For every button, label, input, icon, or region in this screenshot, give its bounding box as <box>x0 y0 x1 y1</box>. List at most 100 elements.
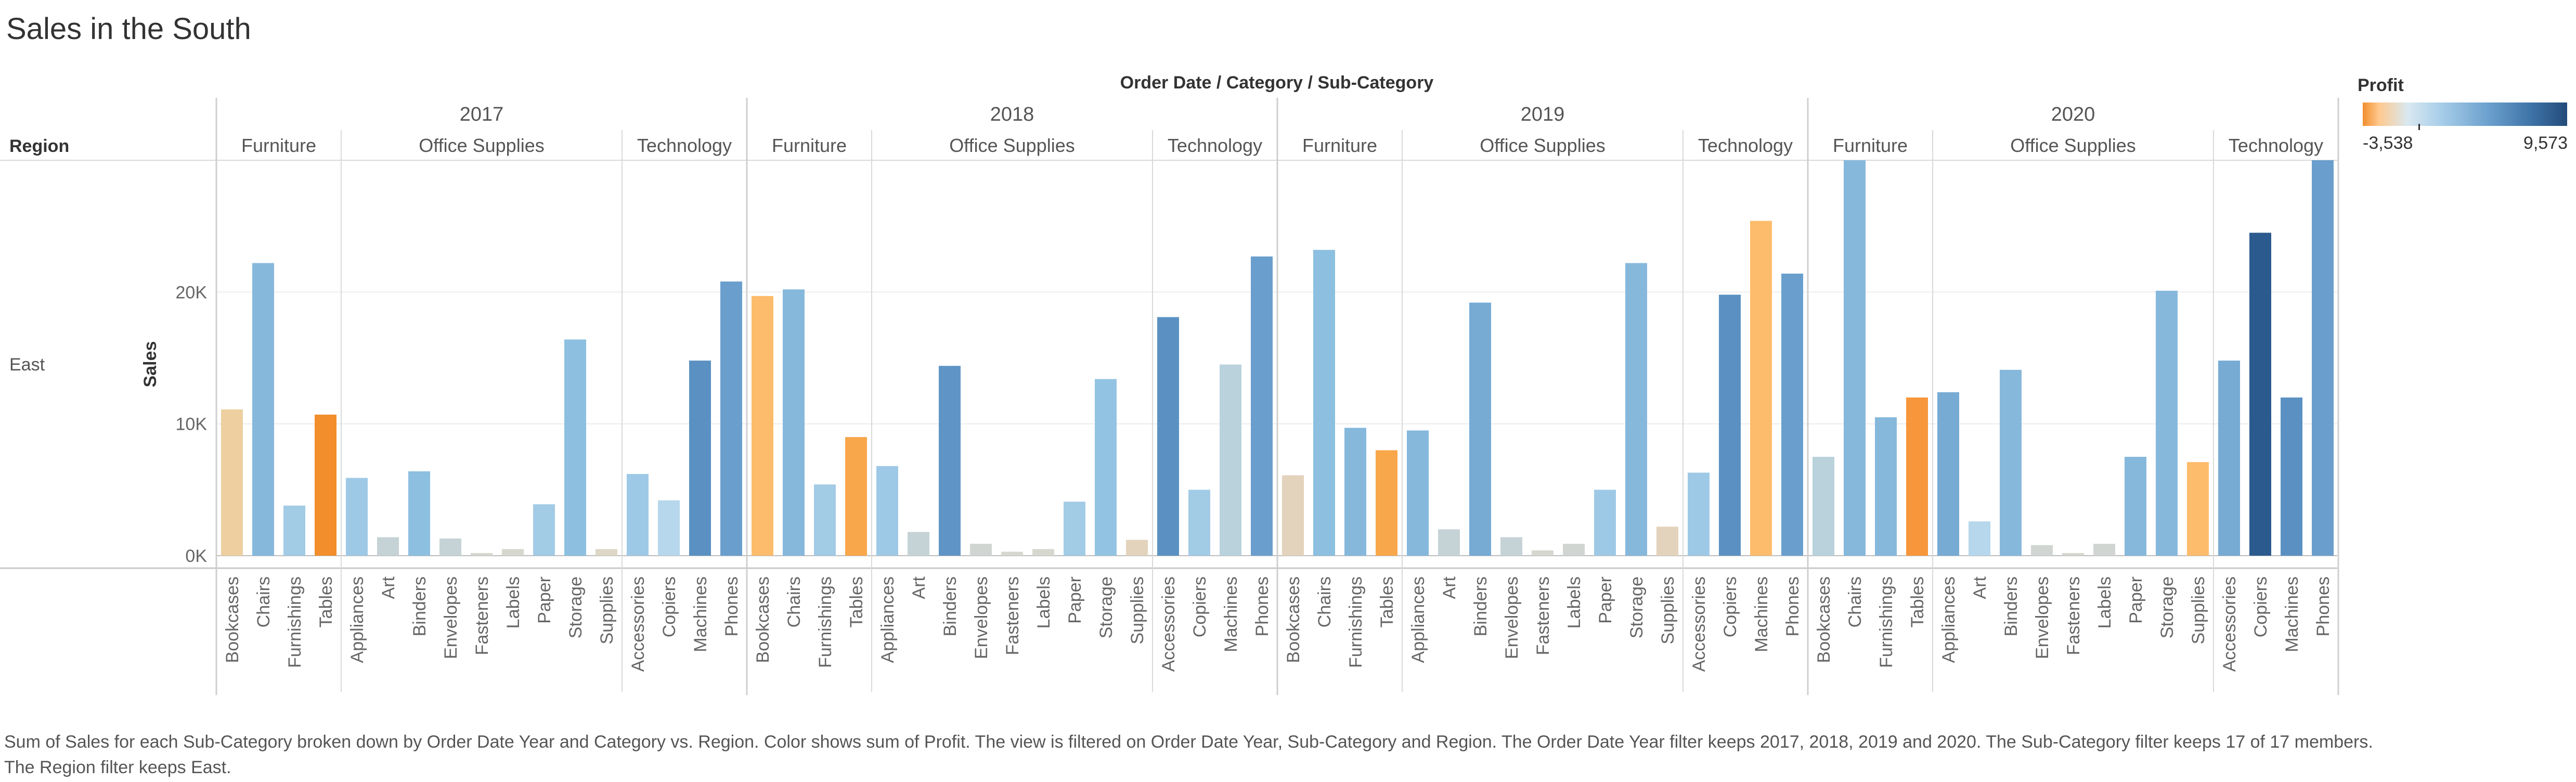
x-tick-label: Art <box>379 576 398 599</box>
x-tick-label: Furnishings <box>815 576 835 668</box>
bar-fasteners <box>1532 550 1554 556</box>
x-tick-label: Tables <box>1908 576 1927 627</box>
x-tick-label: Chairs <box>784 576 804 627</box>
year-header: 2018 <box>990 104 1034 125</box>
bar-machines <box>2281 398 2302 556</box>
x-tick-label: Storage <box>566 576 586 638</box>
bar-bookcases <box>221 409 243 556</box>
x-tick-label: Labels <box>2095 576 2115 629</box>
x-tick-label: Accessories <box>2220 576 2240 672</box>
bar-binders <box>1469 302 1491 556</box>
bar-art <box>1438 529 1460 556</box>
bar-furnishings <box>1344 428 1366 556</box>
bar-appliances <box>876 466 898 556</box>
bar-bookcases <box>752 296 773 556</box>
x-tick-label: Chairs <box>1315 576 1335 627</box>
bar-supplies <box>596 549 617 556</box>
x-tick-label: Accessories <box>1159 576 1179 672</box>
bar-bookcases <box>1813 457 1834 556</box>
x-tick-label: Labels <box>1034 576 1054 629</box>
bar-chart: Order Date / Category / Sub-Category Regi… <box>0 73 2339 695</box>
x-tick-label: Copiers <box>2251 576 2271 637</box>
x-tick-label: Art <box>1970 576 1990 599</box>
year-header: 2017 <box>460 104 504 125</box>
bar-supplies <box>1656 527 1678 556</box>
bar-machines <box>1220 364 1241 556</box>
x-tick-label: Appliances <box>878 576 898 663</box>
bar-envelopes <box>439 539 461 556</box>
category-header: Office Supplies <box>1480 135 1605 156</box>
bar-envelopes <box>970 544 992 556</box>
x-tick-label: Paper <box>1596 576 1615 624</box>
x-tick-label: Furnishings <box>1346 576 1366 668</box>
column-header-title: Order Date / Category / Sub-Category <box>1120 73 1434 93</box>
y-axis-title: Sales <box>140 341 160 388</box>
x-tick-label: Machines <box>2282 576 2302 652</box>
x-tick-label: Accessories <box>1689 576 1709 672</box>
bar-copiers <box>2249 233 2271 556</box>
bar-accessories <box>1157 317 1179 556</box>
x-tick-label: Phones <box>722 576 742 636</box>
x-tick-label: Storage <box>1096 576 1116 638</box>
bar-phones <box>1781 273 1803 556</box>
x-tick-label: Storage <box>2157 576 2177 638</box>
y-tick-label: 0K <box>185 546 207 566</box>
x-tick-label: Chairs <box>254 576 274 627</box>
x-tick-label: Furnishings <box>285 576 305 668</box>
bar-paper <box>1594 490 1616 556</box>
bar-chairs <box>1313 250 1335 556</box>
bar-labels <box>2093 544 2115 556</box>
bar-fasteners <box>471 553 493 556</box>
x-tick-label: Tables <box>847 576 866 627</box>
x-tick-label: Binders <box>1471 576 1491 636</box>
x-tick-label: Supplies <box>1658 576 1678 644</box>
x-tick-label: Appliances <box>347 576 367 663</box>
bar-furnishings <box>1875 417 1897 556</box>
bar-labels <box>1032 549 1054 556</box>
x-tick-label: Envelopes <box>2033 576 2052 659</box>
y-tick-label: 10K <box>176 415 208 434</box>
bar-supplies <box>1126 540 1148 556</box>
x-tick-label: Binders <box>940 576 960 636</box>
x-tick-label: Fasteners <box>1533 576 1553 655</box>
bar-storage <box>564 339 586 556</box>
bar-tables <box>315 414 336 556</box>
bar-tables <box>1906 398 1928 556</box>
bar-accessories <box>627 473 649 556</box>
category-header: Furniture <box>241 135 316 156</box>
bar-tables <box>1376 450 1397 556</box>
x-tick-label: Phones <box>1252 576 1272 636</box>
bar-binders <box>2000 369 2022 556</box>
bar-copiers <box>1188 490 1210 556</box>
bar-chairs <box>1844 160 1866 556</box>
chart-title: Sales in the South <box>6 12 251 46</box>
category-header: Office Supplies <box>949 135 1075 156</box>
bar-storage <box>1095 379 1117 556</box>
category-header: Furniture <box>772 135 847 156</box>
x-tick-label: Binders <box>410 576 430 636</box>
bar-furnishings <box>814 484 836 556</box>
bar-appliances <box>346 478 368 556</box>
year-header: 2020 <box>2051 104 2095 125</box>
x-tick-label: Labels <box>1564 576 1584 629</box>
bar-accessories <box>1688 472 1710 556</box>
bar-envelopes <box>2031 545 2053 556</box>
bar-bookcases <box>1282 475 1304 556</box>
category-header: Office Supplies <box>2010 135 2135 156</box>
x-tick-label: Envelopes <box>441 576 461 659</box>
bar-furnishings <box>283 505 305 556</box>
bar-appliances <box>1937 392 1959 556</box>
bar-chairs <box>252 263 274 556</box>
bar-phones <box>2312 160 2334 556</box>
bar-binders <box>408 471 430 556</box>
bar-phones <box>720 281 742 556</box>
x-tick-label: Bookcases <box>1814 576 1834 663</box>
x-tick-label: Supplies <box>2189 576 2208 644</box>
bar-binders <box>939 366 961 556</box>
year-header: 2019 <box>1521 104 1565 125</box>
bar-paper <box>2125 457 2146 556</box>
chart-caption: Sum of Sales for each Sub-Category broke… <box>4 732 2373 777</box>
x-tick-label: Appliances <box>1939 576 1959 663</box>
bar-envelopes <box>1500 537 1522 556</box>
category-header: Furniture <box>1302 135 1377 156</box>
